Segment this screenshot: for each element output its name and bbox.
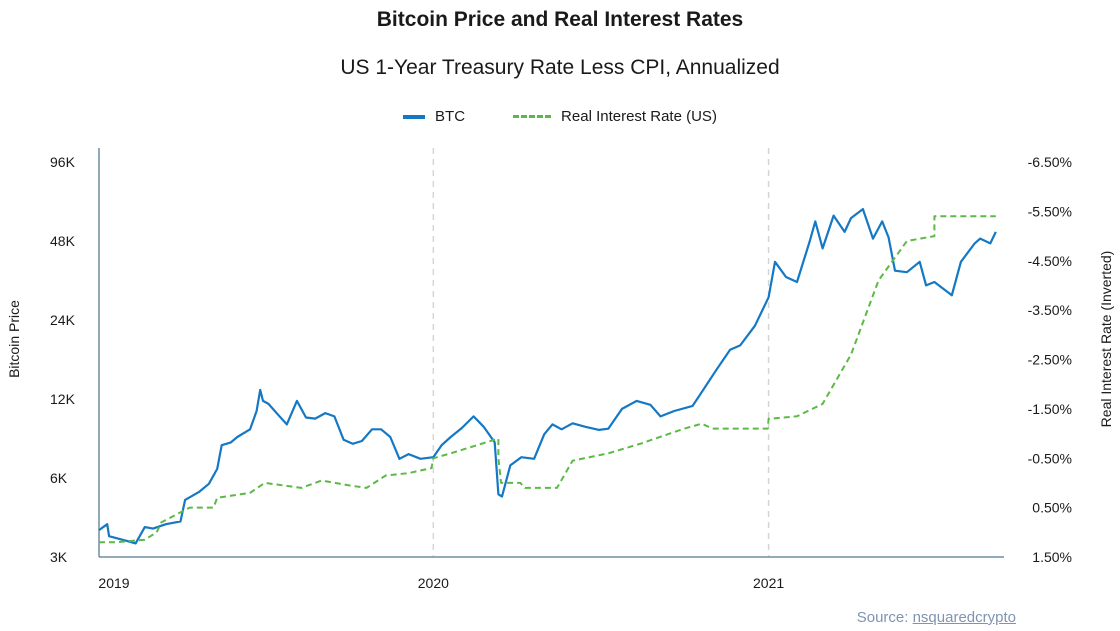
- legend-swatch-real-rate: [513, 115, 552, 118]
- source-prefix: Source:: [856, 609, 913, 626]
- left-tick-24K: 24K: [50, 312, 76, 328]
- left-tick-3K: 3K: [50, 549, 68, 565]
- left-axis-label-text: Bitcoin Price: [6, 300, 22, 378]
- x-tick-2021: 2021: [753, 575, 784, 591]
- left-tick-48K: 48K: [50, 233, 76, 249]
- source-link[interactable]: nsquaredcrypto: [912, 609, 1016, 626]
- left-tick-12K: 12K: [50, 391, 76, 407]
- right-tick-7: -5.50%: [1028, 203, 1072, 219]
- chart-legend: BTC Real Interest Rate (US): [0, 108, 1120, 125]
- legend-item-btc[interactable]: BTC: [403, 108, 465, 125]
- series-line-btc: [98, 208, 997, 545]
- x-tick-2020: 2020: [418, 575, 449, 591]
- right-tick-0: 1.50%: [1032, 549, 1072, 565]
- left-tick-96K: 96K: [50, 154, 76, 170]
- legend-label-real-rate: Real Interest Rate (US): [561, 108, 717, 125]
- legend-label-btc: BTC: [435, 108, 466, 125]
- legend-swatch-btc: [403, 114, 426, 119]
- right-axis-label-text: Real Interest Rate (Inverted): [1098, 250, 1114, 428]
- source-credit: Source: nsquaredcrypto: [857, 609, 1016, 626]
- series-line-real-rate: [99, 215, 996, 544]
- right-tick-5: -3.50%: [1028, 302, 1072, 318]
- legend-item-real-rate[interactable]: Real Interest Rate (US): [513, 108, 717, 125]
- chart-title: Bitcoin Price and Real Interest Rates: [376, 8, 744, 31]
- right-tick-3: -1.50%: [1028, 401, 1072, 417]
- x-tick-2019: 2019: [98, 575, 129, 591]
- left-tick-6K: 6K: [50, 470, 68, 486]
- right-tick-2: -0.50%: [1028, 450, 1072, 466]
- right-tick-1: 0.50%: [1032, 500, 1072, 516]
- right-tick-4: -2.50%: [1028, 352, 1072, 368]
- right-tick-8: -6.50%: [1028, 154, 1072, 170]
- chart-subtitle: US 1-Year Treasury Rate Less CPI, Annual…: [340, 56, 780, 79]
- right-tick-6: -4.50%: [1028, 253, 1072, 269]
